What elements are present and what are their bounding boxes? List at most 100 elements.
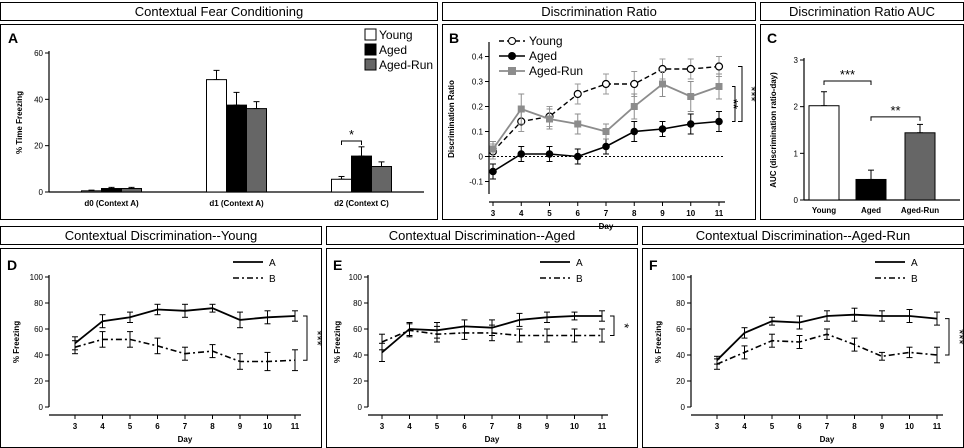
f-y-tick-label: 0: [681, 403, 686, 412]
a-x-tick-label: d2 (Context C): [334, 199, 389, 208]
f-legend-label: B: [911, 274, 918, 285]
e-x-tick-label: 9: [545, 422, 550, 431]
f-y-tick-label: 100: [672, 273, 686, 282]
f-legend-label: A: [911, 258, 918, 269]
e-x-tick-label: 3: [380, 422, 385, 431]
d-significance-bracket: [303, 315, 308, 361]
b-point-young: [714, 62, 724, 71]
d-legend-label: B: [269, 274, 276, 285]
d-x-tick-label: 10: [263, 422, 272, 431]
d-y-label: % Freezing: [12, 321, 21, 363]
b-point-young: [630, 79, 639, 89]
f-x-tick-label: 10: [905, 422, 914, 431]
header-aged-run: Contextual Discrimination--Aged-Run: [642, 226, 964, 245]
e-x-tick-label: 10: [570, 422, 579, 431]
panel-b-frame: [442, 24, 756, 220]
b-significance-label: ***: [744, 86, 759, 101]
b-legend-label: Young: [529, 34, 563, 48]
b-y-tick-label: 0: [479, 153, 484, 162]
f-y-label: % Freezing: [654, 321, 663, 363]
b-point-aged: [715, 117, 723, 126]
b-point-aged-run: [517, 105, 525, 113]
e-x-tick-label: 5: [435, 422, 440, 431]
panel-label-a: A: [8, 30, 18, 46]
e-x-tick-label: 6: [462, 422, 467, 431]
b-point-aged-run: [574, 120, 582, 128]
b-y-tick-label: 0.3: [472, 78, 484, 87]
c-y-tick-label: 1: [794, 149, 799, 158]
a-significance-label: *: [349, 127, 354, 142]
b-point-young: [686, 64, 695, 74]
header-aged: Contextual Discrimination--Aged: [326, 226, 638, 245]
b-legend-marker-aged: [508, 52, 516, 60]
b-y-label: Discrimination Ratio: [447, 80, 456, 158]
b-legend-label: Aged: [529, 49, 557, 63]
b-series-line-young: [492, 65, 720, 152]
a-bar-young: [331, 178, 352, 193]
d-x-tick-label: 7: [183, 422, 188, 431]
b-point-aged: [686, 120, 695, 128]
d-y-tick-label: 0: [39, 403, 44, 412]
chart-discrimination-auc: C 0 1 2 3 AUC (discrimination ratio-day) Young…: [767, 30, 960, 215]
e-legend-label: B: [576, 274, 583, 285]
e-y-label: % Freezing: [333, 321, 342, 363]
b-point-aged: [517, 150, 526, 158]
d-x-tick-label: 4: [100, 422, 105, 431]
f-y-tick-label: 20: [676, 377, 685, 386]
a-y-tick-label: 60: [34, 49, 43, 58]
f-x-tick-label: 9: [880, 422, 885, 431]
b-point-aged: [489, 167, 497, 176]
b-point-aged: [602, 142, 610, 151]
panel-label-f: F: [649, 257, 658, 273]
d-y-tick-label: 100: [30, 273, 44, 282]
d-legend-label: A: [269, 258, 276, 269]
b-x-tick-label: 7: [604, 209, 609, 218]
e-significance-bracket: [610, 315, 615, 336]
d-x-tick-label: 6: [155, 422, 160, 431]
e-x-tick-label: 11: [598, 422, 607, 431]
f-x-tick-label: 7: [825, 422, 830, 431]
a-x-tick-label: d1 (Context A): [209, 199, 264, 208]
header-discrimination-ratio: Discrimination Ratio: [442, 2, 756, 21]
c-bar-young: [808, 105, 840, 201]
f-x-tick-label: 11: [933, 422, 942, 431]
b-point-aged: [630, 127, 639, 136]
b-x-tick-label: 9: [660, 209, 665, 218]
e-y-tick-label: 60: [353, 325, 362, 334]
b-x-tick-label: 8: [632, 209, 637, 218]
f-x-tick-label: 6: [797, 422, 802, 431]
d-y-tick-label: 80: [34, 299, 43, 308]
e-y-tick-label: 20: [353, 377, 362, 386]
d-x-tick-label: 5: [128, 422, 133, 431]
f-significance-bracket: [945, 318, 950, 356]
b-point-aged: [545, 150, 554, 158]
f-x-tick-label: 3: [715, 422, 720, 431]
a-legend-swatch-aged: [364, 43, 377, 56]
e-y-tick-label: 80: [353, 299, 362, 308]
a-x-tick-label: d0 (Context A): [84, 199, 139, 208]
b-point-young: [573, 89, 582, 99]
c-bar-aged: [855, 178, 887, 201]
d-series-line-a: [74, 307, 296, 345]
d-y-tick-label: 20: [34, 377, 43, 386]
a-bar-aged-run: [121, 188, 142, 193]
c-x-tick-label: Young: [812, 206, 836, 215]
f-x-tick-label: 4: [742, 422, 747, 431]
f-y-tick-label: 80: [676, 299, 685, 308]
header-young: Contextual Discrimination--Young: [0, 226, 322, 245]
a-legend-label: Aged: [379, 43, 407, 57]
b-x-tick-label: 10: [686, 209, 695, 218]
e-x-tick-label: 8: [517, 422, 522, 431]
f-y-tick-label: 40: [676, 351, 685, 360]
a-legend-swatch-aged-run: [364, 58, 377, 71]
b-legend-marker-aged-run: [508, 67, 516, 75]
b-point-aged-run: [489, 145, 497, 153]
b-point-aged-run: [602, 128, 610, 135]
header-discrimination-auc: Discrimination Ratio AUC: [760, 2, 964, 21]
f-significance-label: ***: [952, 329, 964, 344]
e-x-tick-label: 4: [407, 422, 412, 431]
a-y-tick-label: 40: [34, 95, 43, 104]
e-legend-label: A: [576, 258, 583, 269]
a-bar-aged: [101, 188, 122, 193]
a-bar-aged: [226, 104, 247, 193]
